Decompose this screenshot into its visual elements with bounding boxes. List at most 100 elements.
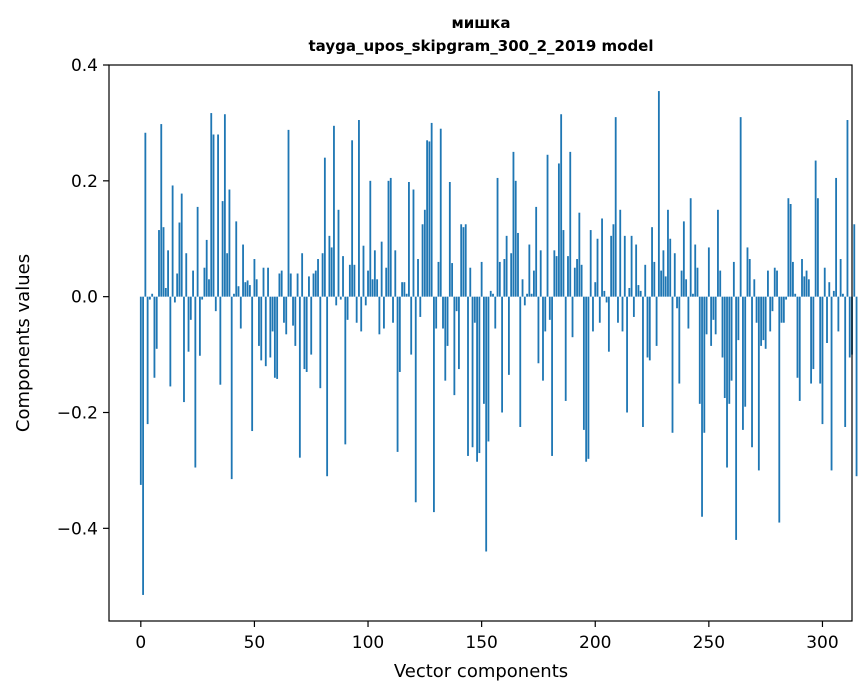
bar bbox=[567, 256, 569, 297]
bar bbox=[562, 230, 565, 297]
bar bbox=[383, 296, 385, 329]
bar bbox=[278, 273, 281, 297]
bar bbox=[408, 181, 410, 297]
bars-group bbox=[139, 91, 858, 595]
bar bbox=[308, 276, 310, 297]
bar bbox=[671, 296, 674, 433]
bar bbox=[842, 293, 844, 297]
bar bbox=[310, 296, 313, 355]
bar bbox=[298, 296, 301, 458]
bar bbox=[233, 293, 235, 297]
bar bbox=[794, 293, 797, 297]
bar bbox=[707, 247, 710, 297]
bar bbox=[226, 253, 229, 297]
bar bbox=[680, 270, 683, 297]
bar bbox=[810, 296, 813, 384]
bar bbox=[428, 141, 431, 297]
bar bbox=[678, 296, 681, 384]
bar bbox=[519, 296, 522, 427]
bar bbox=[828, 282, 831, 297]
bar bbox=[628, 287, 631, 297]
y-tick-label: −0.4 bbox=[57, 519, 98, 539]
bar bbox=[176, 273, 179, 297]
bar bbox=[651, 227, 653, 297]
bar bbox=[855, 296, 858, 477]
bar bbox=[483, 296, 485, 404]
bar bbox=[214, 296, 217, 312]
bar bbox=[760, 296, 763, 346]
bar bbox=[212, 134, 215, 297]
bar bbox=[792, 261, 794, 297]
bar bbox=[610, 235, 613, 297]
bar bbox=[757, 296, 760, 471]
bar bbox=[276, 296, 279, 379]
bar bbox=[342, 256, 344, 297]
bar bbox=[767, 270, 769, 297]
bar bbox=[732, 261, 735, 297]
bar bbox=[712, 296, 715, 320]
bar bbox=[853, 224, 856, 297]
bar bbox=[178, 222, 181, 297]
bar bbox=[569, 151, 572, 297]
bar bbox=[248, 285, 251, 297]
bar bbox=[798, 296, 801, 401]
bar bbox=[467, 296, 469, 456]
bar bbox=[167, 250, 169, 297]
bar bbox=[201, 296, 204, 300]
bar bbox=[376, 279, 379, 297]
bar bbox=[367, 270, 369, 297]
bar bbox=[410, 296, 413, 355]
bar bbox=[380, 241, 383, 297]
bar bbox=[701, 296, 703, 517]
bar bbox=[403, 282, 406, 297]
bar bbox=[582, 296, 585, 430]
bar bbox=[782, 296, 785, 323]
bar bbox=[321, 253, 324, 297]
chart-title: мишка bbox=[451, 14, 510, 32]
bar bbox=[571, 296, 574, 338]
bar bbox=[719, 270, 722, 297]
bar bbox=[744, 296, 747, 407]
bar bbox=[673, 253, 676, 297]
bar bbox=[848, 296, 851, 358]
bar bbox=[780, 296, 783, 323]
bar bbox=[501, 296, 503, 413]
bar bbox=[605, 296, 608, 303]
bar bbox=[414, 296, 417, 503]
bar bbox=[387, 180, 390, 297]
bar bbox=[614, 117, 617, 297]
bar bbox=[612, 224, 615, 297]
bar bbox=[185, 253, 188, 297]
bar bbox=[378, 296, 381, 335]
bar bbox=[255, 279, 258, 297]
x-tick-label: 100 bbox=[352, 633, 384, 653]
bar bbox=[698, 296, 701, 404]
bar bbox=[805, 270, 808, 297]
bar bbox=[398, 296, 401, 372]
x-tick-label: 150 bbox=[465, 633, 497, 653]
bar bbox=[351, 140, 354, 297]
bar bbox=[405, 293, 408, 297]
bar bbox=[573, 267, 576, 297]
bar bbox=[312, 273, 315, 297]
bar bbox=[735, 296, 738, 540]
bar bbox=[412, 189, 415, 297]
bar bbox=[632, 296, 635, 317]
bar bbox=[396, 296, 399, 452]
bar bbox=[542, 296, 544, 381]
bar bbox=[314, 270, 317, 297]
bar bbox=[639, 290, 642, 297]
bar bbox=[723, 296, 726, 399]
bar bbox=[785, 296, 788, 300]
bar bbox=[721, 296, 724, 358]
x-tick-label: 50 bbox=[244, 633, 266, 653]
bar bbox=[258, 296, 260, 346]
bar bbox=[328, 235, 331, 297]
bar bbox=[439, 128, 442, 297]
bar bbox=[685, 279, 688, 297]
y-axis-label: Components values bbox=[13, 254, 34, 432]
bar bbox=[421, 224, 424, 297]
bar bbox=[844, 296, 847, 427]
bar bbox=[585, 296, 588, 462]
bar bbox=[710, 296, 713, 346]
